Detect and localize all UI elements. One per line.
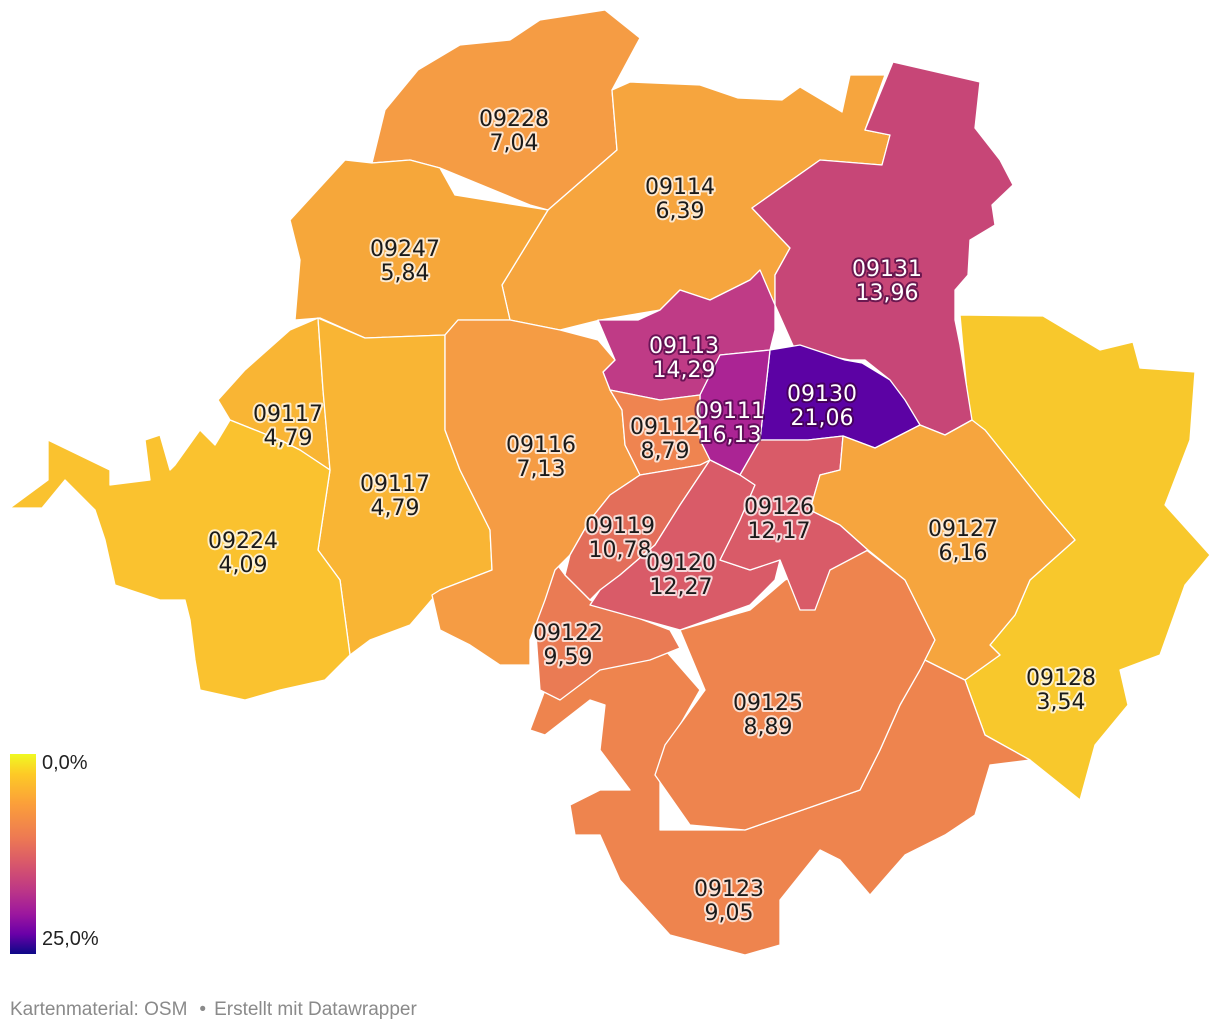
region-labels: 09228 7,04 09114 6,39 09131 13,96 09247 5,84 091… xyxy=(206,105,1098,928)
region-id-text: 09125 xyxy=(733,691,803,716)
region-id-text: 09112 xyxy=(630,415,700,440)
region-id-text: 09247 xyxy=(370,237,440,262)
region-value-text: 10,78 xyxy=(589,538,652,563)
region-value-text: 9,59 xyxy=(544,645,593,670)
region-label-09116: 09116 7,13 xyxy=(506,433,576,482)
region-id-text: 09123 xyxy=(694,877,764,902)
region-id-text: 09131 xyxy=(852,257,922,282)
region-value-text: 7,13 xyxy=(517,457,566,482)
region-value-text: 7,04 xyxy=(490,131,539,156)
datawrapper-credit: Erstellt mit Datawrapper xyxy=(214,999,417,1020)
region-label-09112: 09112 8,79 xyxy=(630,415,700,464)
region-label-09123: 09123 9,05 xyxy=(694,877,764,926)
region-09116[interactable] xyxy=(431,319,641,666)
region-label-09128: 09128 3,54 xyxy=(1026,666,1096,715)
region-id-text: 09126 xyxy=(744,495,814,520)
region-label-09119: 09119 10,78 xyxy=(585,514,655,563)
region-value-text: 12,17 xyxy=(748,519,811,544)
region-id-text: 09116 xyxy=(506,433,576,458)
region-label-09130: 09130 21,06 xyxy=(787,382,857,431)
source-credit: Kartenmaterial: OSM xyxy=(10,999,188,1020)
region-value-text: 14,29 xyxy=(653,358,716,383)
region-label-09131: 09131 13,96 xyxy=(852,257,922,306)
region-value-text: 6,39 xyxy=(656,199,705,224)
region-09126[interactable] xyxy=(719,435,869,611)
region-09247[interactable] xyxy=(289,159,549,339)
region-id-text: 09122 xyxy=(533,621,603,646)
region-id-text: 09117 xyxy=(360,472,430,497)
region-value-text: 3,54 xyxy=(1037,690,1086,715)
region-value-text: 5,84 xyxy=(381,261,430,286)
region-label-09228: 09228 7,04 xyxy=(479,107,549,156)
region-id-text: 09128 xyxy=(1026,666,1096,691)
region-value-text: 13,96 xyxy=(856,281,919,306)
region-value-text: 8,79 xyxy=(641,439,690,464)
region-id-text: 09119 xyxy=(585,514,655,539)
region-id-text: 09113 xyxy=(649,334,719,359)
region-label-09125: 09125 8,89 xyxy=(733,691,803,740)
region-id-text: 09228 xyxy=(479,107,549,132)
region-id-text: 09117 xyxy=(253,402,323,427)
region-label-09117: 09117 4,79 xyxy=(253,402,323,451)
map-footer: Kartenmaterial: OSM • Erstellt mit Datawra… xyxy=(10,999,417,1021)
region-09127[interactable] xyxy=(809,419,1076,681)
regions-layer xyxy=(9,9,1211,956)
legend-max-label: 25,0% xyxy=(42,928,99,950)
choropleth-map: 09228 7,04 09114 6,39 09131 13,96 09247 5,84 091… xyxy=(9,9,1211,956)
region-value-text: 6,16 xyxy=(939,541,988,566)
region-value-text: 9,05 xyxy=(705,901,754,926)
region-label-09113: 09113 14,29 xyxy=(649,334,719,383)
legend-min-label: 0,0% xyxy=(42,752,88,774)
region-id-text: 09130 xyxy=(787,382,857,407)
region-value-text: 4,09 xyxy=(219,553,268,578)
footer-separator: • xyxy=(199,999,207,1020)
region-value-text: 8,89 xyxy=(744,715,793,740)
region-label-09117: 09117 4,79 xyxy=(360,472,430,521)
region-label-09224: 09224 4,09 xyxy=(208,529,278,578)
region-id-text: 09114 xyxy=(645,175,715,200)
region-label-09247: 09247 5,84 xyxy=(370,237,440,286)
region-value-text: 4,79 xyxy=(264,426,313,451)
region-label-09127: 09127 6,16 xyxy=(928,517,998,566)
region-label-09120: 09120 12,27 xyxy=(646,551,716,600)
region-value-text: 21,06 xyxy=(791,406,854,431)
region-id-text: 09224 xyxy=(208,529,278,554)
region-value-text: 4,79 xyxy=(371,496,420,521)
region-label-09122: 09122 9,59 xyxy=(533,621,603,670)
region-09224[interactable] xyxy=(9,419,351,701)
color-scale-bar xyxy=(10,754,36,954)
region-label-09111: 09111 16,13 xyxy=(695,399,765,448)
region-value-text: 12,27 xyxy=(650,575,713,600)
region-id-text: 09111 xyxy=(695,399,765,424)
region-id-text: 09120 xyxy=(646,551,716,576)
region-label-09126: 09126 12,17 xyxy=(744,495,814,544)
region-id-text: 09127 xyxy=(928,517,998,542)
region-value-text: 16,13 xyxy=(699,423,762,448)
region-label-09114: 09114 6,39 xyxy=(645,175,715,224)
